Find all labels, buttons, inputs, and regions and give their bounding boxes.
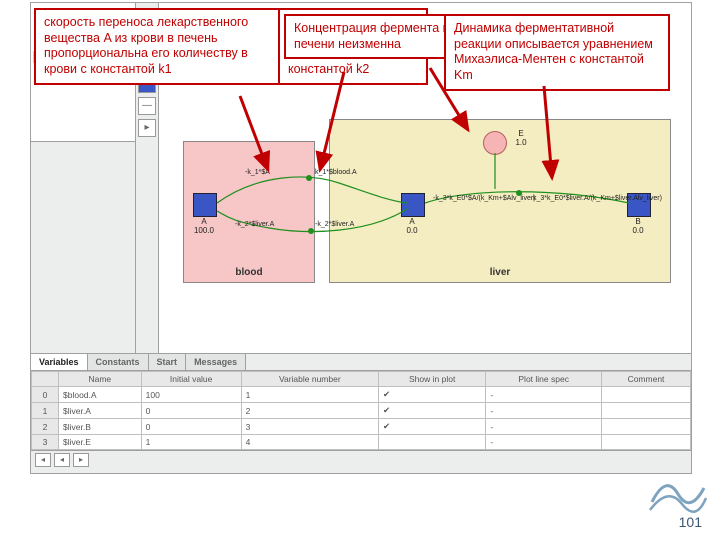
page-number: 101 <box>679 514 702 530</box>
species-label: A100.0 <box>184 217 224 235</box>
preview-panel <box>31 142 135 353</box>
tab-bar: VariablesConstantsStartMessages <box>31 354 691 371</box>
rate-label: -k_1*$A <box>245 169 270 176</box>
table-row[interactable]: 1$liver.A02✔- <box>32 403 691 419</box>
nav-button[interactable]: ◂ <box>35 453 51 467</box>
nav-button[interactable]: ◂ <box>54 453 70 467</box>
compartment-label: blood <box>184 267 314 278</box>
bottom-panel: VariablesConstantsStartMessages NameInit… <box>31 353 691 472</box>
column-header[interactable]: Initial value <box>141 372 241 387</box>
tab-messages[interactable]: Messages <box>186 354 246 370</box>
rate-label: k_1*$blood.A <box>315 169 357 176</box>
species-label: B0.0 <box>618 217 658 235</box>
callout-4: Динамика ферментативной реакции описывае… <box>444 14 670 91</box>
status-bar: ◂◂▸ <box>31 450 691 469</box>
column-header[interactable]: Show in plot <box>378 372 485 387</box>
species-a-liver[interactable] <box>401 193 425 217</box>
column-header[interactable]: Variable number <box>241 372 378 387</box>
tab-start[interactable]: Start <box>149 354 187 370</box>
column-header[interactable] <box>32 372 59 387</box>
logo-icon <box>648 466 708 516</box>
palette-tool[interactable]: — <box>138 97 156 115</box>
callout-3: Концентрация фермента в печени неизменна <box>284 14 464 59</box>
rate-label: -k_2*$liver.A <box>235 221 274 228</box>
species-a-blood[interactable] <box>193 193 217 217</box>
tab-constants[interactable]: Constants <box>88 354 149 370</box>
species-label: E1.0 <box>501 129 541 147</box>
rate-label: k_3*k_E0*$liver.A/(k_Km+$liver.Alv_liver… <box>533 195 662 202</box>
column-header[interactable]: Plot line spec <box>486 372 602 387</box>
table-row[interactable]: 3$liver.E14- <box>32 435 691 450</box>
table-row[interactable]: 2$liver.B03✔- <box>32 419 691 435</box>
tab-variables[interactable]: Variables <box>31 354 88 370</box>
slide: TranspathexamplesDataDiagramspharmo_simp… <box>0 0 720 540</box>
species-label: A0.0 <box>392 217 432 235</box>
rate-label: -k_2*$liver.A <box>315 221 354 228</box>
nav-button[interactable]: ▸ <box>73 453 89 467</box>
variables-table[interactable]: NameInitial valueVariable numberShow in … <box>31 371 691 450</box>
column-header[interactable]: Comment <box>601 372 690 387</box>
callout-1: скорость переноса лекарственного веществ… <box>34 8 286 85</box>
palette-tool[interactable]: ▸ <box>138 119 156 137</box>
compartment-label: liver <box>330 267 670 278</box>
rate-label: -k_3*k_E0*$A/(k_Km+$Alv_liver) <box>433 195 536 202</box>
column-header[interactable]: Name <box>59 372 142 387</box>
table-row[interactable]: 0$blood.A1001✔- <box>32 387 691 403</box>
